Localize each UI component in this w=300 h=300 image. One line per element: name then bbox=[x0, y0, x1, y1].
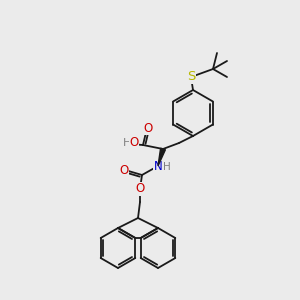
Text: O: O bbox=[143, 122, 153, 134]
Text: H: H bbox=[163, 162, 171, 172]
Polygon shape bbox=[158, 148, 165, 166]
Text: S: S bbox=[187, 70, 195, 83]
Text: H: H bbox=[123, 138, 131, 148]
Text: N: N bbox=[154, 160, 162, 172]
Text: O: O bbox=[119, 164, 129, 176]
Text: O: O bbox=[135, 182, 145, 196]
Text: O: O bbox=[129, 136, 139, 149]
